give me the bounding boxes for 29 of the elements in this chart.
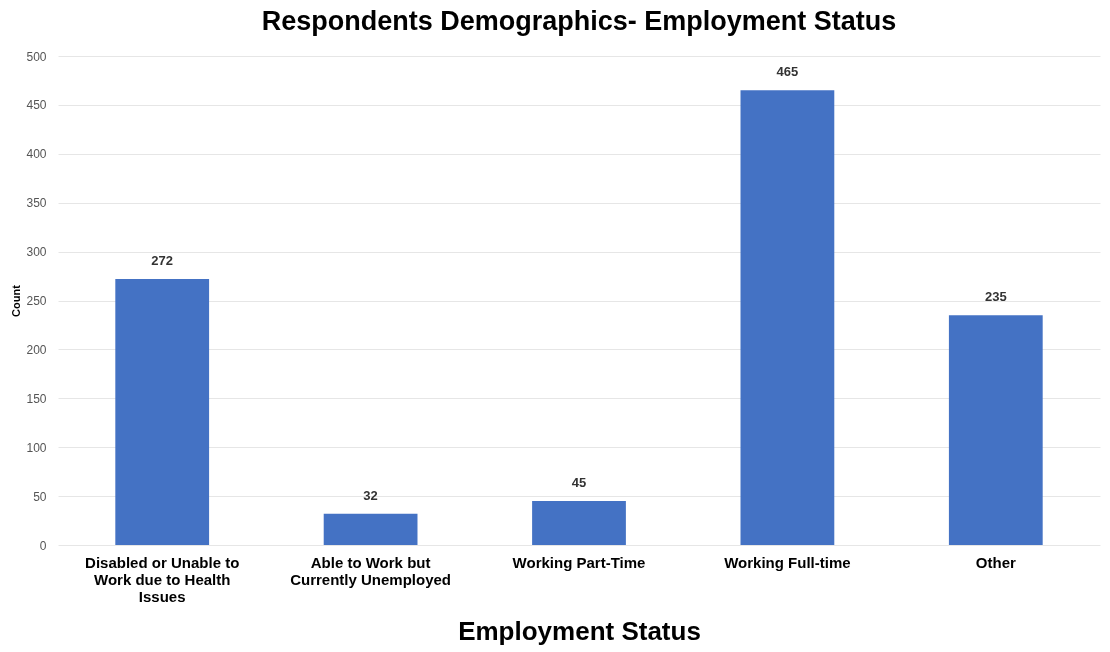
bar xyxy=(532,500,626,545)
x-tick-label: Disabled or Unable to Work due to Health Issues xyxy=(85,553,240,605)
bar xyxy=(115,278,210,545)
bar xyxy=(948,315,1043,545)
x-tick-label: Able to Work but Currently Unemployed xyxy=(290,553,452,588)
y-tick-label: 400 xyxy=(26,147,47,162)
y-tick-label: 250 xyxy=(26,294,47,308)
x-tick-label: Other xyxy=(975,553,1016,571)
data-label: 32 xyxy=(363,487,378,503)
y-tick-label: 50 xyxy=(33,489,47,504)
x-axis-title: Employment Status xyxy=(458,615,701,646)
data-label: 235 xyxy=(984,289,1007,305)
y-tick-label: 200 xyxy=(26,342,47,357)
y-axis-title: Count xyxy=(10,284,23,317)
y-tick-label: 450 xyxy=(26,98,47,113)
bar xyxy=(740,90,835,545)
y-tick-label: 500 xyxy=(26,49,47,64)
y-tick-label: 150 xyxy=(26,391,47,406)
y-tick-label: 300 xyxy=(26,245,47,260)
chart-title: Respondents Demographics- Employment Status xyxy=(261,6,897,36)
y-tick-label: 350 xyxy=(26,196,47,211)
data-label: 45 xyxy=(571,474,587,490)
bar xyxy=(323,513,418,545)
data-label: 272 xyxy=(151,252,174,268)
y-tick-label: 0 xyxy=(39,538,47,553)
x-tick-label: Working Full-time xyxy=(724,553,851,571)
data-label: 465 xyxy=(776,64,799,80)
x-tick-label: Working Part-Time xyxy=(512,553,646,571)
y-tick-label: 100 xyxy=(26,440,47,455)
